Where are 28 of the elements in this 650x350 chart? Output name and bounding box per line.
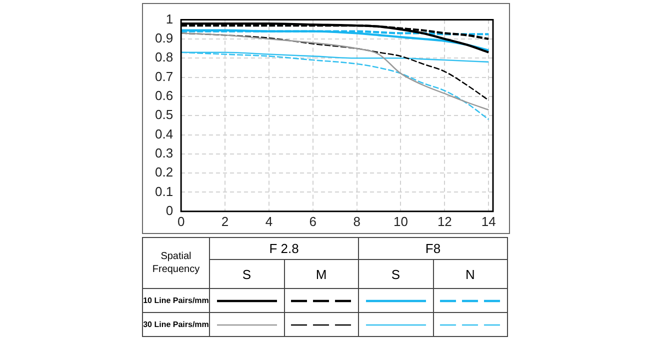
text: F 2.8 <box>210 238 358 260</box>
y-tick-label: 1 <box>166 11 174 26</box>
text: S <box>210 260 284 288</box>
x-tick-label: 8 <box>353 214 360 229</box>
y-tick-label: 0 <box>166 202 174 218</box>
text: 10 Line Pairs/mm <box>142 288 210 312</box>
text: 30 Line Pairs/mm <box>142 312 210 336</box>
y-tick-label: 0.7 <box>154 68 174 84</box>
x-tick-label: 10 <box>394 214 408 229</box>
y-tick-label: 0.8 <box>154 50 174 65</box>
x-tick-label: 12 <box>437 214 452 229</box>
text: M <box>284 260 358 288</box>
y-tick-label: 0.9 <box>154 30 174 46</box>
x-tick-label: 14 <box>481 214 496 229</box>
y-tick-label: 0.3 <box>154 146 174 160</box>
x-tick-label: 6 <box>309 214 316 229</box>
text: F8 <box>358 238 508 260</box>
text: N <box>433 260 508 288</box>
x-tick-label: 4 <box>265 214 273 229</box>
y-tick-label: 0.6 <box>154 88 174 104</box>
y-tick-label: 0.5 <box>154 107 174 122</box>
text: Spatial Frequency <box>142 238 210 288</box>
x-tick-label: 2 <box>221 214 229 229</box>
y-tick-label: 0.1 <box>154 184 174 199</box>
x-tick-label: 0 <box>177 214 185 229</box>
text: S <box>358 260 433 288</box>
y-tick-label: 0.4 <box>154 126 174 142</box>
y-tick-label: 0.2 <box>154 164 174 180</box>
